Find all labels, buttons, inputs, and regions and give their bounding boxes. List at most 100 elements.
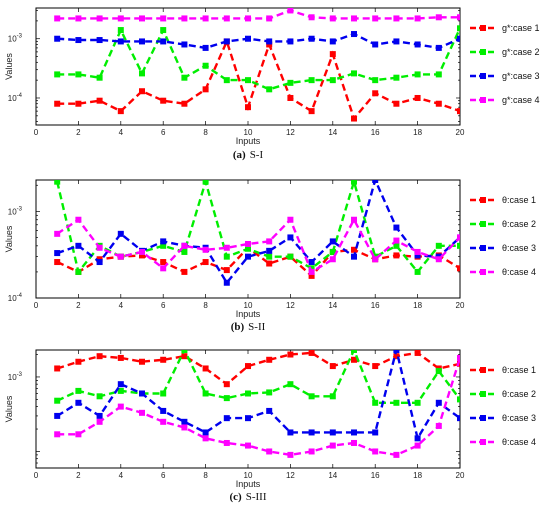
data-point [266,38,273,45]
x-tick-label: 12 [286,301,295,310]
legend-marker-3 [480,415,486,421]
data-point [372,77,379,84]
data-point [329,429,336,436]
data-point [308,350,315,356]
data-point [351,31,357,38]
series-line-2 [56,350,460,404]
data-point [202,180,209,185]
data-point [202,62,209,69]
data-point [287,351,294,358]
data-point [308,259,315,266]
data-point [245,240,251,247]
data-point [245,390,251,397]
data-point [372,41,379,48]
chart-panel-3: 10-3 0 2 4 6 8 10 12 14 16 18 20 Inputs Values θ:case … [4,349,536,503]
data-point [435,242,442,249]
data-point [75,431,82,438]
caption-text: S-I [250,149,264,161]
data-point [266,253,273,260]
panel-caption: (a) S-I [233,149,264,161]
data-point [75,37,82,44]
data-point [457,14,460,21]
data-point [457,242,460,249]
data-point [75,71,82,78]
data-point [287,38,294,45]
data-point [329,363,336,370]
data-point [435,14,442,21]
data-point [139,390,145,397]
data-point [245,415,251,422]
legend-marker-1 [480,197,486,203]
data-point [245,77,251,84]
data-point [223,381,230,388]
data-point [75,387,82,394]
y-tick-label: 10-3 [8,206,23,216]
data-point [54,100,61,107]
legend-label-3: θ:case 3 [502,413,536,423]
data-point [139,248,145,255]
legend-label-1: g*:case 1 [502,23,540,33]
data-point [223,415,230,422]
data-point [266,389,273,396]
data-point [54,15,61,22]
data-point [351,15,357,22]
data-point [372,448,379,455]
data-point [160,356,167,363]
data-point [329,393,336,400]
data-point [181,350,188,353]
legend: g*:case 1 g*:case 2 g*:case 3 g*:case 4 [470,23,540,105]
x-tick-label: 16 [371,301,380,310]
data-point [181,74,188,81]
legend-label-4: θ:case 4 [502,267,536,277]
data-point [223,395,230,402]
data-point [223,253,230,260]
data-point [117,15,124,22]
x-tick-label: 16 [371,128,380,137]
data-point [435,422,442,429]
data-point [223,267,230,274]
data-point [117,354,124,361]
series-group [54,180,460,286]
x-tick-label: 8 [203,128,208,137]
data-point [372,180,379,183]
data-point [329,77,336,84]
data-point [414,41,421,48]
x-tick-label: 18 [413,471,422,480]
data-point [160,238,167,245]
legend-marker-2 [480,391,486,397]
data-point [96,15,103,22]
data-point [287,79,294,86]
data-point [329,38,336,45]
y-axis-label: Values [4,395,14,422]
data-point [393,100,400,107]
data-point [287,451,294,458]
series-line-4 [57,357,460,457]
data-point [393,353,400,360]
data-point [457,234,460,241]
data-point [329,238,336,245]
data-point [266,247,273,254]
series-group [54,350,460,458]
y-tick-label: 10-3 [8,372,23,382]
legend-marker-1 [480,25,486,31]
data-point [139,70,145,77]
data-point [457,396,460,403]
data-point [245,35,251,42]
data-point [308,393,315,400]
data-point [372,429,379,436]
x-tick-label: 20 [456,128,465,137]
data-point [245,104,251,111]
data-point [139,409,145,416]
data-point [457,354,460,361]
data-point [414,252,421,259]
legend-label-1: θ:case 1 [502,195,536,205]
x-tick-label: 8 [203,301,208,310]
data-point [393,38,400,45]
y-tick-label: 10-4 [8,93,23,103]
legend-marker-1 [480,367,486,373]
data-point [414,350,421,356]
data-point [266,260,273,267]
data-point [117,38,124,45]
data-point [329,51,336,58]
data-point [223,77,230,84]
